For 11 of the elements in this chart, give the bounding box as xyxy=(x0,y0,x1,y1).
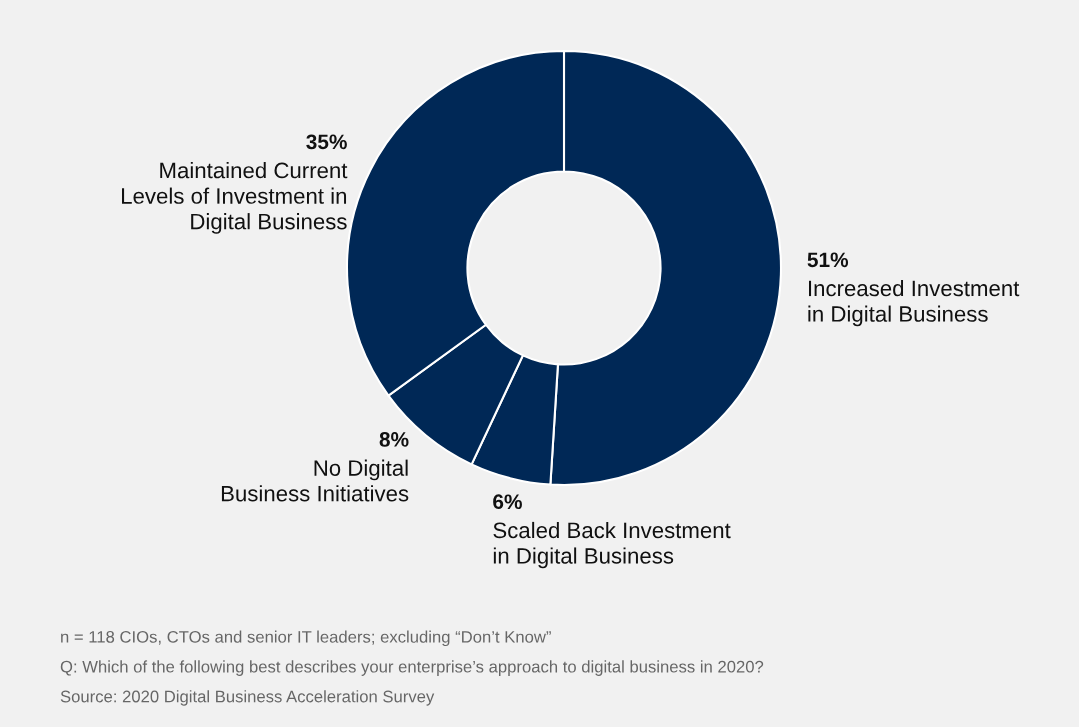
slice-label: Increased Investment in Digital Business xyxy=(808,279,1020,327)
slice-label: Maintained Current Levels of Investment in Digital Business xyxy=(122,162,348,234)
data-label: 8% xyxy=(379,432,409,447)
text: Q: Which of the following best describes your enterprise’s approach to digital business in 2020? xyxy=(60,660,764,676)
slice-label: No Digital Business Initiatives xyxy=(221,459,409,502)
slice-label: Scaled Back Investment in Digital Business xyxy=(493,521,731,569)
data-label: 35% xyxy=(306,134,347,150)
source-note: Source: 2020 Digital Business Acceleration Survey xyxy=(60,690,435,706)
text: n = 118 CIOs, CTOs and senior IT leaders; excluding “Don’t Know” xyxy=(61,630,551,647)
data-label: 6% xyxy=(493,494,522,510)
data-label: 51% xyxy=(807,252,849,268)
